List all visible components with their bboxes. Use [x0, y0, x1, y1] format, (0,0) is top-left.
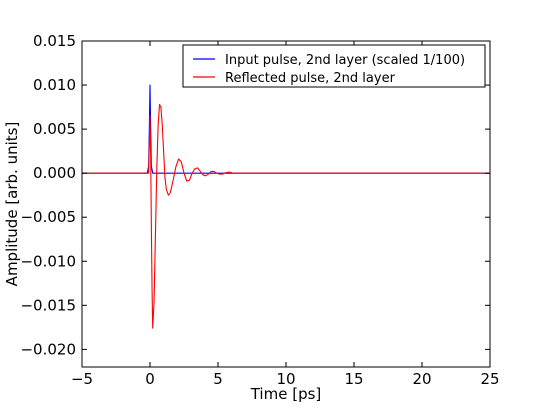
y-axis-title: Amplitude [arb. units] [3, 122, 21, 287]
x-tick-label: 15 [344, 370, 363, 388]
x-tick-label: 10 [276, 370, 295, 388]
x-tick-label: −5 [71, 370, 93, 388]
legend-box [182, 44, 486, 88]
y-tick-label: 0.005 [33, 120, 76, 138]
x-tick-label: 5 [213, 370, 223, 388]
x-tick-label: 20 [412, 370, 431, 388]
x-tick-label: 0 [145, 370, 155, 388]
legend-label: Reflected pulse, 2nd layer [225, 71, 396, 86]
y-tick-label: 0.010 [33, 76, 76, 94]
series-line-2 [82, 103, 490, 329]
y-tick-label: −0.015 [20, 296, 76, 314]
legend: Input pulse, 2nd layer (scaled 1/100) Ref… [182, 44, 486, 88]
series-line-1 [82, 84, 490, 174]
x-tick-label: 25 [480, 370, 499, 388]
y-tick-label: −0.005 [20, 208, 76, 226]
y-tick-label: 0.015 [33, 32, 76, 50]
y-tick-label: 0.000 [33, 164, 76, 182]
y-tick-label: −0.010 [20, 252, 76, 270]
x-axis-title: Time [ps] [250, 385, 322, 403]
y-tick-label: −0.020 [20, 340, 76, 358]
legend-label: Input pulse, 2nd layer (scaled 1/100) [225, 53, 465, 68]
